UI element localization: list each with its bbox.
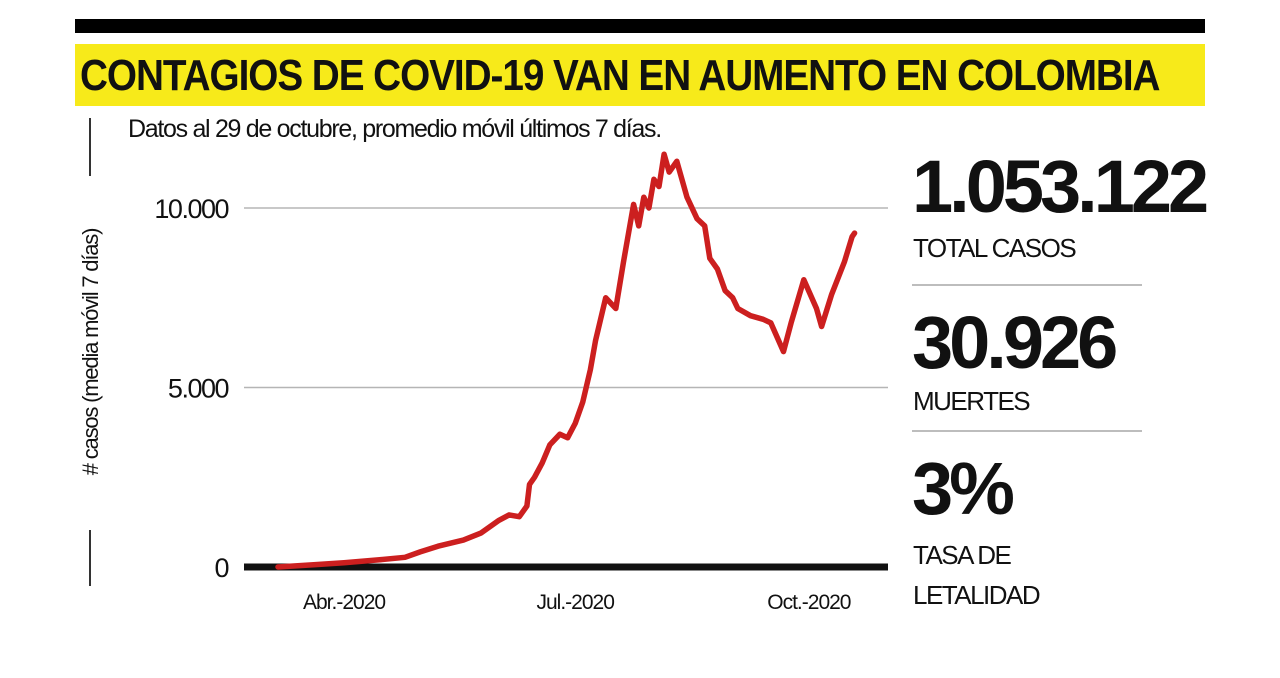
- total-cases-label: TOTAL CASOS: [913, 233, 1077, 263]
- deaths-value: 30.926: [912, 301, 1118, 384]
- deaths-label: MUERTES: [913, 386, 1031, 416]
- chart-title: CONTAGIOS DE COVID-19 VAN EN AUMENTO EN …: [80, 51, 1160, 100]
- y-label-rule-bottom: [89, 530, 91, 586]
- y-tick-label: 0: [214, 553, 228, 583]
- series: [275, 151, 858, 570]
- y-tick-label: 5.000: [168, 374, 229, 404]
- y-label-rule-top: [89, 118, 91, 176]
- chart-subtitle: Datos al 29 de octubre, promedio móvil ú…: [128, 115, 662, 143]
- top-rule: [75, 19, 1205, 33]
- x-tick-label: Oct.-2020: [767, 591, 851, 614]
- fatality-rate-value: 3%: [912, 447, 1015, 530]
- gridlines: [244, 207, 888, 389]
- fatality-rate-label-line1: TASA DE: [913, 540, 1012, 570]
- tick-labels: 0 5.000 10.000 Abr.-2020 Jul.-2020 Oct.-2020: [154, 194, 851, 614]
- fatality-rate-label-line2: LETALIDAD: [913, 580, 1041, 610]
- x-tick-label: Jul.-2020: [536, 591, 614, 614]
- y-tick-label: 10.000: [154, 194, 228, 224]
- x-tick-label: Abr.-2020: [303, 591, 385, 614]
- cases-line: [275, 151, 858, 570]
- title-highlight: [75, 44, 1205, 106]
- total-cases-value: 1.053.122: [912, 145, 1209, 228]
- stat-divider: [912, 430, 1142, 432]
- stat-divider: [912, 284, 1142, 286]
